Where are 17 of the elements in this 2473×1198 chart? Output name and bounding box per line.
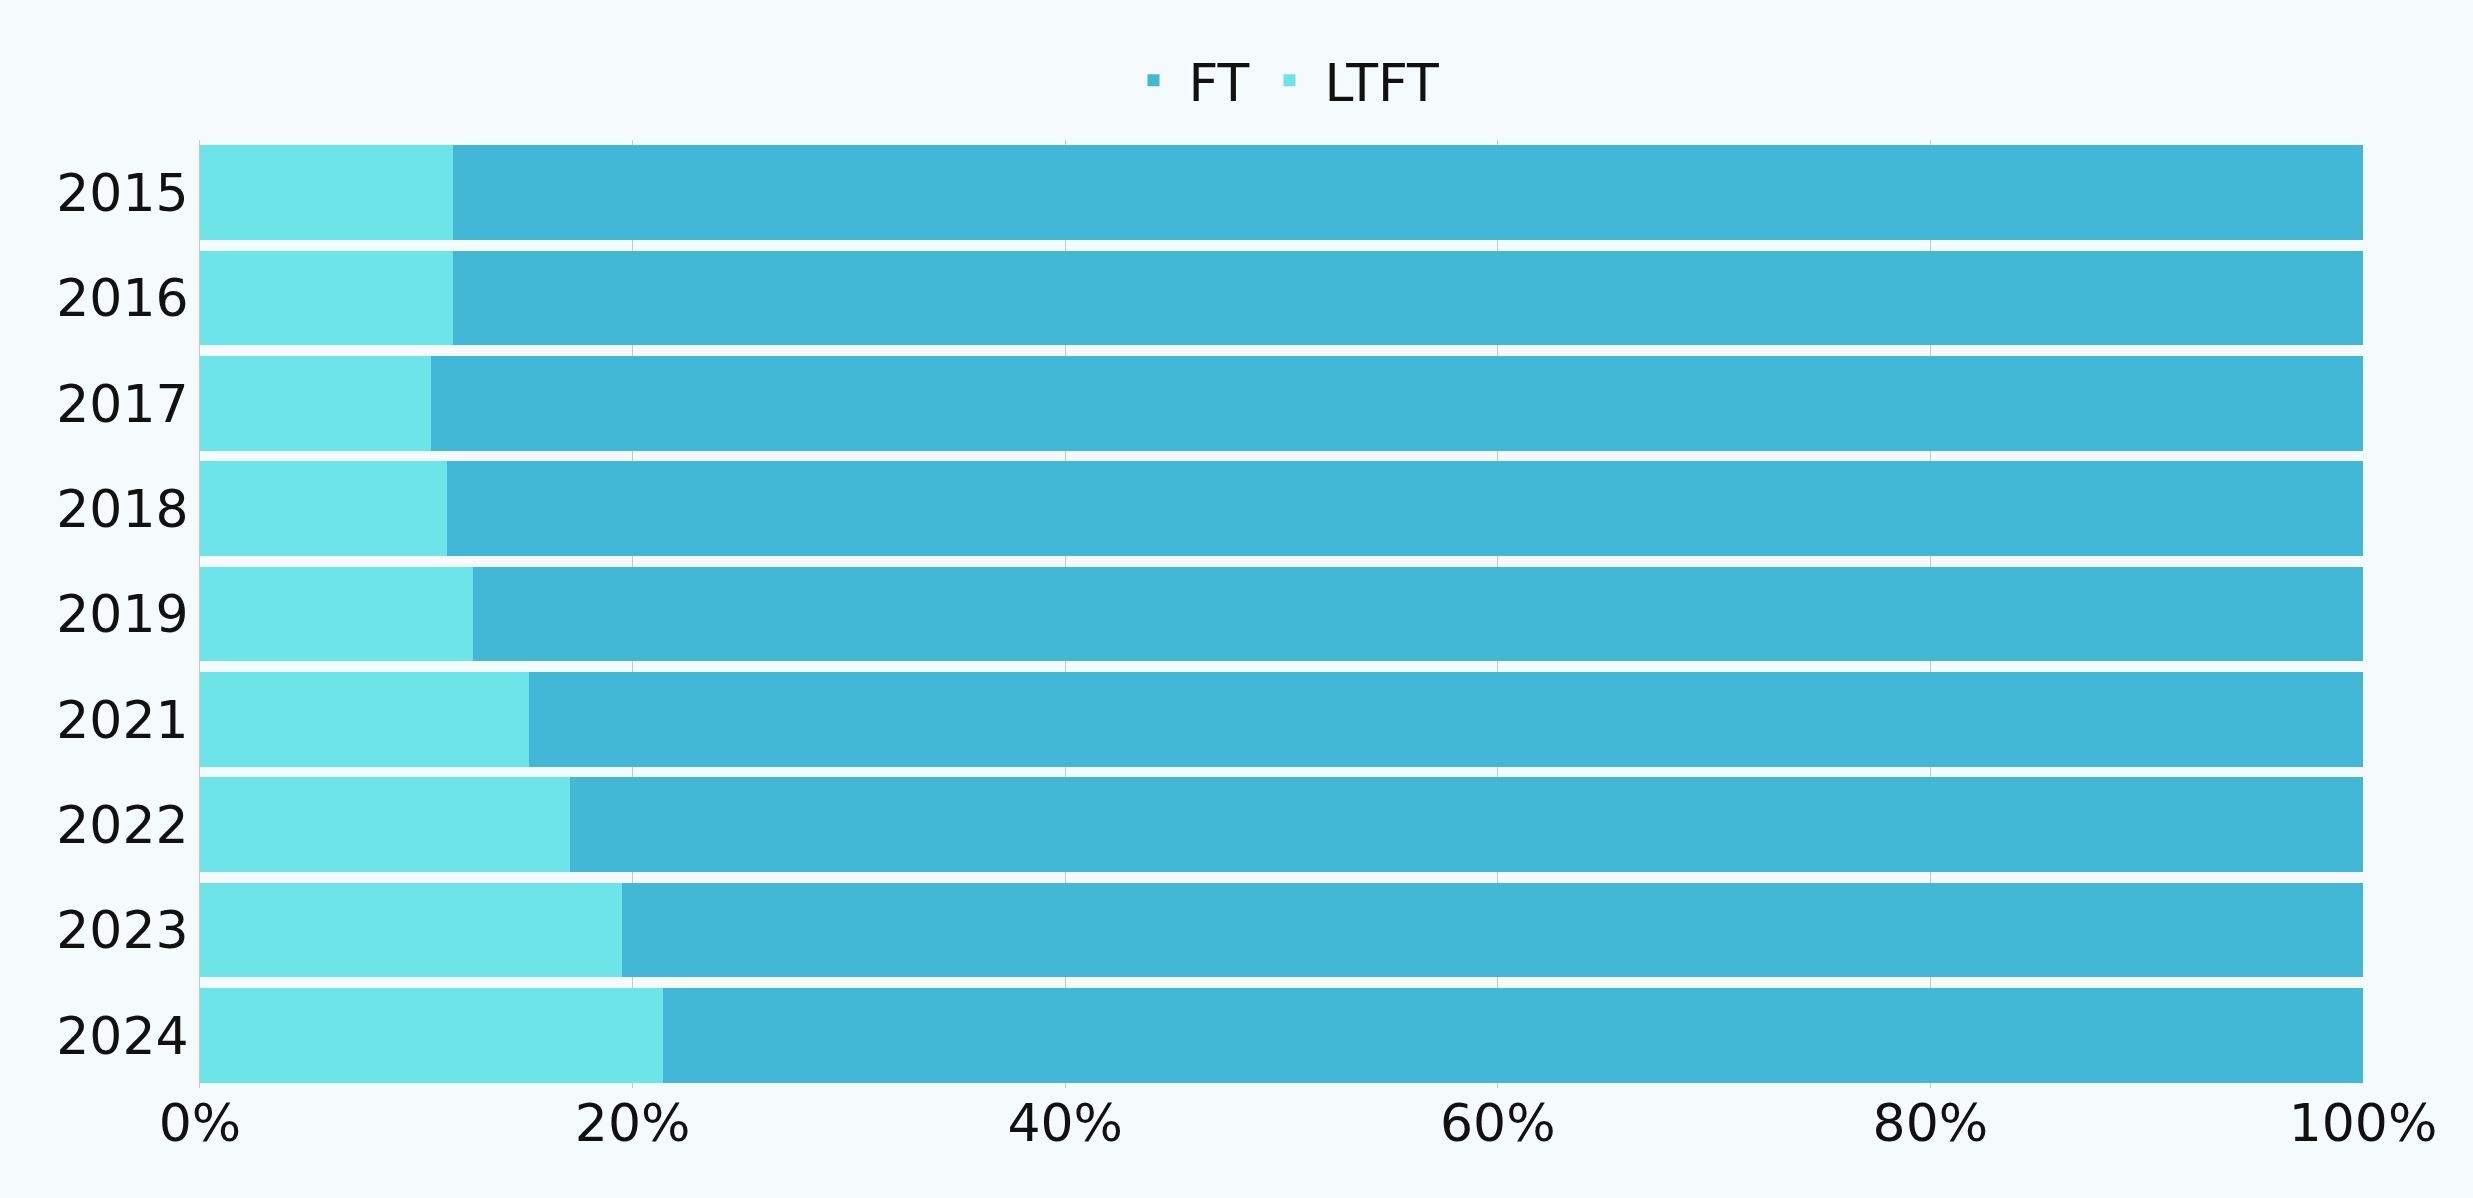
y-tick-label: 2022 bbox=[56, 794, 189, 855]
x-tick-label: 20% bbox=[574, 1093, 691, 1153]
legend-label: FT bbox=[1188, 52, 1250, 113]
y-tick-label: 2015 bbox=[56, 162, 189, 223]
x-tick-label: 80% bbox=[1872, 1093, 1989, 1153]
y-tick-label: 2017 bbox=[56, 373, 189, 434]
y-tick-label: 2019 bbox=[56, 584, 189, 645]
x-tick-label: 60% bbox=[1440, 1093, 1556, 1153]
y-tick-label: 2018 bbox=[56, 478, 189, 539]
x-tick-label: 100% bbox=[2288, 1093, 2438, 1153]
y-tick-label: 2021 bbox=[56, 689, 189, 750]
y-tick-label: 2016 bbox=[56, 268, 189, 329]
legend-label: LTFT bbox=[1324, 52, 1440, 113]
y-tick-label: 2023 bbox=[56, 900, 189, 961]
x-tick-label: 40% bbox=[1007, 1093, 1123, 1153]
y-tick-label: 2024 bbox=[56, 1005, 189, 1066]
x-tick-label: 0% bbox=[158, 1093, 242, 1153]
